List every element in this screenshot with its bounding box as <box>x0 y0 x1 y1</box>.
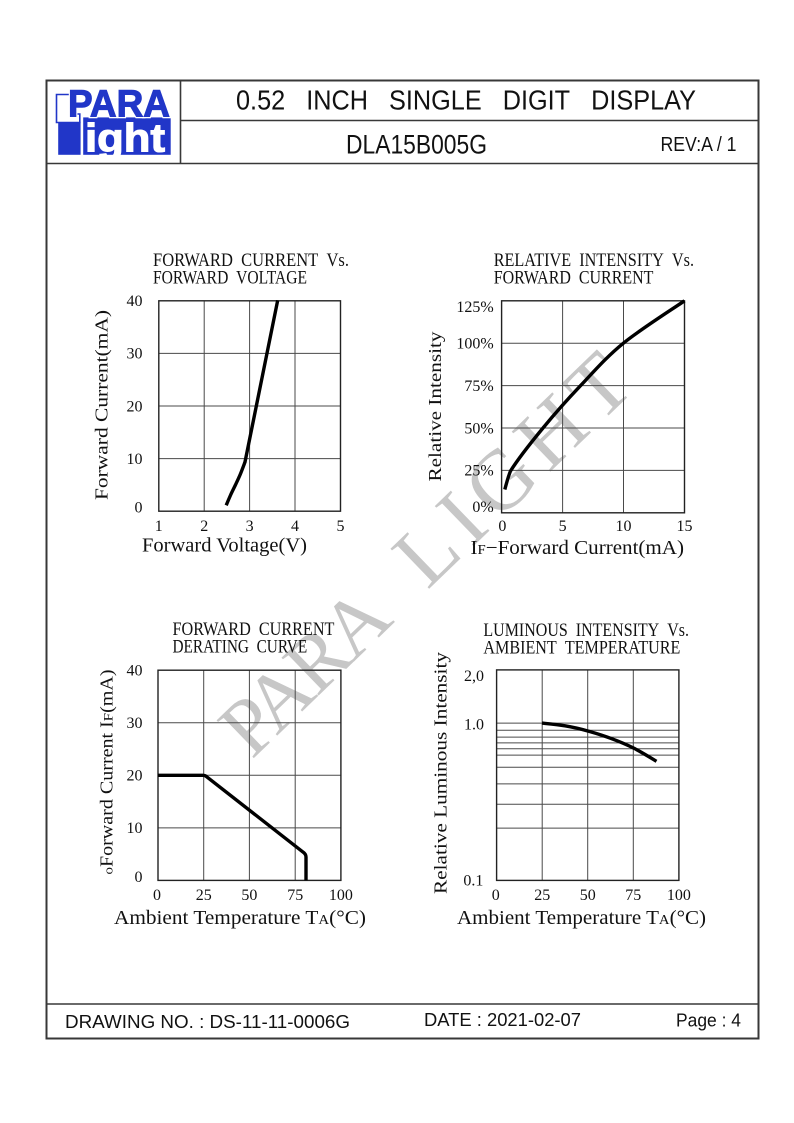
svg-text:PARA: PARA <box>68 84 170 126</box>
svg-text:30: 30 <box>127 715 143 732</box>
svg-text:10: 10 <box>127 820 143 837</box>
svg-text:40: 40 <box>127 663 143 680</box>
svg-text:RELATIVE INTENSITY Vs.: RELATIVE INTENSITY Vs. <box>494 250 694 271</box>
svg-text:0: 0 <box>153 887 161 904</box>
svg-text:25: 25 <box>196 887 212 904</box>
svg-text:Ambient Temperature TA(°C): Ambient Temperature T A(°C) <box>114 907 366 929</box>
svg-text:3: 3 <box>246 518 254 535</box>
svg-text:20: 20 <box>127 398 143 415</box>
svg-text:Forward Current(mA): Forward Current(mA) <box>92 310 112 500</box>
svg-text:Page : 4: Page : 4 <box>676 1010 741 1031</box>
svg-text:10: 10 <box>127 451 143 468</box>
svg-text:5: 5 <box>559 518 567 535</box>
svg-text:100: 100 <box>667 887 691 904</box>
svg-text:50: 50 <box>241 887 257 904</box>
svg-text:1.0: 1.0 <box>464 716 484 733</box>
svg-text:30: 30 <box>127 346 143 363</box>
svg-text:oForward Current IF(mA): oForward Current IF(mA) <box>97 669 117 874</box>
svg-text:0.1: 0.1 <box>463 873 483 890</box>
svg-text:0: 0 <box>135 869 143 886</box>
svg-text:25: 25 <box>534 887 550 904</box>
svg-text:Relative Intensity: Relative Intensity <box>425 331 445 481</box>
svg-text:2,0: 2,0 <box>464 668 484 685</box>
svg-text:4: 4 <box>291 518 299 535</box>
svg-text:75%: 75% <box>464 378 493 395</box>
svg-text:40: 40 <box>127 293 143 310</box>
svg-text:15: 15 <box>677 518 693 535</box>
svg-text:5: 5 <box>337 518 345 535</box>
svg-text:25%: 25% <box>464 463 493 480</box>
svg-text:IF−Forward Current(mA): IF−Forward Current(mA) <box>471 537 685 559</box>
svg-text:0: 0 <box>135 500 143 517</box>
svg-text:DERATING CURVE: DERATING CURVE <box>173 637 308 658</box>
svg-text:75: 75 <box>287 887 303 904</box>
svg-text:FORWARD CURRENT Vs.: FORWARD CURRENT Vs. <box>153 250 349 271</box>
svg-text:0.52 INCH SINGLE DIGIT: 0.52 INCH SINGLE DIGIT DISPLAY <box>236 85 696 116</box>
svg-text:0: 0 <box>498 518 506 535</box>
svg-text:ight: ight <box>85 116 165 160</box>
svg-text:FORWARD VOLTAGE: FORWARD VOLTAGE <box>153 268 307 289</box>
svg-text:Forward Voltage(V): Forward Voltage(V) <box>142 535 307 557</box>
svg-text:50: 50 <box>580 887 596 904</box>
svg-text:AMBIENT TEMPERATURE: AMBIENT TEMPERATURE <box>483 638 680 659</box>
svg-text:75: 75 <box>625 887 641 904</box>
svg-text:20: 20 <box>127 768 143 785</box>
svg-text:125%: 125% <box>456 299 493 316</box>
svg-text:1: 1 <box>155 518 163 535</box>
svg-text:DRAWING NO. : DS-11-11-0006G: DRAWING NO. : DS-11-11-0006G <box>65 1011 350 1032</box>
svg-text:LUMINOUS INTENSITY Vs.: LUMINOUS INTENSITY Vs. <box>483 620 689 641</box>
svg-text:2: 2 <box>200 518 208 535</box>
svg-text:10: 10 <box>616 518 632 535</box>
svg-text:100%: 100% <box>456 336 493 353</box>
svg-text:PARA: PARA <box>68 84 170 126</box>
svg-text:FORWARD CURRENT: FORWARD CURRENT <box>173 619 335 640</box>
svg-text:Relative Luminous Intensity: Relative Luminous Intensity <box>431 652 451 894</box>
svg-text:100: 100 <box>329 887 353 904</box>
svg-text:FORWARD CURRENT: FORWARD CURRENT <box>494 268 654 289</box>
svg-text:DATE : 2021-02-07: DATE : 2021-02-07 <box>424 1009 581 1030</box>
svg-text:0%: 0% <box>472 499 493 516</box>
svg-text:Ambient Temperature TA(°C): Ambient Temperature T A(°C) <box>457 907 706 929</box>
svg-text:50%: 50% <box>464 420 493 437</box>
svg-text:0: 0 <box>492 887 500 904</box>
svg-text:DLA15B005G: DLA15B005G <box>346 130 487 160</box>
svg-text:REV:A / 1: REV:A / 1 <box>661 133 737 156</box>
